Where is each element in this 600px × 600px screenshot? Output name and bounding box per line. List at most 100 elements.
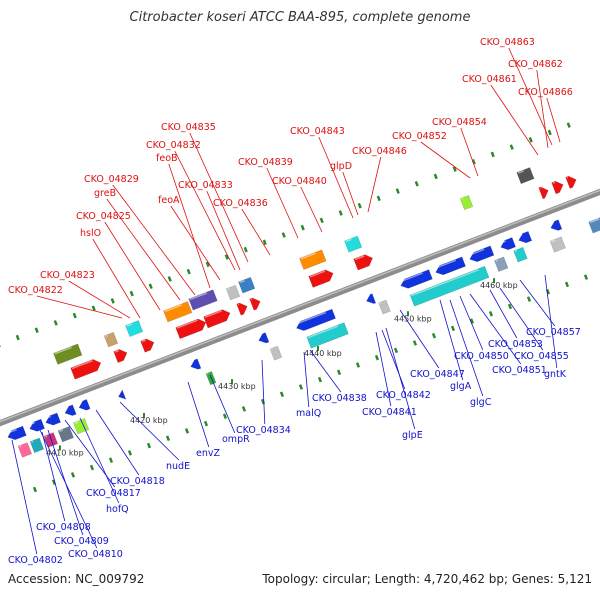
gene-shape (400, 269, 433, 289)
scale-tick (412, 340, 418, 346)
gene-shine (6, 428, 17, 434)
gene-label-CKO_04863: CKO_04863 (480, 37, 535, 48)
reverse-feature (588, 215, 600, 234)
scale-tick (357, 202, 362, 209)
gene-shape (366, 293, 377, 304)
gene-label-CKO_04839: CKO_04839 (238, 157, 293, 168)
leader-line (399, 309, 440, 369)
gene-shape (308, 269, 334, 288)
gene-shape (551, 180, 564, 195)
scale-tick (224, 254, 229, 260)
leader-line (508, 47, 553, 146)
scale-tick (70, 472, 76, 478)
gene-label-CKO_04834: CKO_04834 (236, 425, 291, 436)
gene-label-malQ: malQ (296, 408, 321, 419)
gene-label-CKO_04809: CKO_04809 (54, 536, 109, 547)
forward-feature (163, 301, 193, 323)
gene-shine (551, 239, 556, 243)
reverse-feature (29, 437, 45, 454)
gene-shape (538, 186, 549, 200)
gene-shine (514, 250, 518, 253)
gene-shine (307, 325, 339, 339)
scale-tick (490, 151, 495, 158)
gene-shine (517, 234, 523, 237)
scale-tick (355, 362, 361, 368)
scale-tick (146, 442, 152, 449)
scale-tick (564, 281, 570, 288)
gene-shape (249, 297, 261, 311)
forward-gene (203, 309, 231, 329)
leader-line (266, 167, 299, 239)
gene-shine (31, 440, 34, 443)
gene-shape (518, 230, 533, 244)
gene-shine (227, 288, 230, 291)
forward-feature (299, 249, 327, 270)
scale-tick (243, 246, 248, 253)
scale-tick (336, 369, 342, 376)
scale-tick (374, 354, 380, 361)
scale-tick (376, 195, 381, 202)
gene-label-CKO_04862: CKO_04862 (508, 59, 563, 70)
reverse-gene (257, 332, 270, 344)
gene-shine (59, 429, 64, 432)
scale-tick (528, 137, 533, 143)
gene-shine (19, 445, 22, 448)
scale-tick (393, 347, 399, 354)
gene-shape (29, 437, 45, 454)
scale-tick (186, 268, 191, 275)
gene-shine (78, 402, 81, 405)
reverse-feature (57, 426, 74, 443)
leader-line (41, 431, 66, 522)
reverse-gene (6, 425, 27, 441)
gene-shape (550, 219, 563, 231)
forward-gene (70, 359, 102, 380)
gene-shine (399, 272, 423, 283)
gene-shape (493, 256, 509, 273)
scale-label: 4460 kbp (480, 281, 518, 290)
scale-tick (34, 327, 39, 333)
gene-shine (300, 252, 316, 260)
leader-line (241, 208, 271, 256)
gene-label-gntK: gntK (544, 369, 567, 380)
gene-label-glpD: glpD (330, 161, 352, 172)
leader-line (544, 274, 558, 369)
gene-shine (141, 339, 146, 343)
scale-label: 4430 kbp (218, 382, 256, 391)
reverse-feature (409, 265, 490, 307)
scale-tick (165, 435, 171, 442)
forward-gene (538, 186, 549, 200)
gene-label-CKO_04847: CKO_04847 (410, 369, 465, 380)
gene-label-CKO_04817: CKO_04817 (86, 488, 141, 499)
reverse-feature (269, 345, 283, 361)
gene-shine (28, 421, 36, 426)
leader-line (174, 150, 236, 271)
scale-tick (89, 464, 95, 471)
forward-feature (103, 331, 119, 348)
leader-line (469, 293, 522, 365)
forward-gene (140, 338, 155, 353)
gene-shine (64, 407, 67, 410)
gene-label-CKO_04843: CKO_04843 (290, 126, 345, 137)
gene-shape (203, 309, 231, 329)
leader-line (459, 295, 484, 351)
gene-label-glgC: glgC (470, 397, 492, 408)
gene-shine (499, 240, 507, 244)
gene-shape (238, 276, 256, 294)
gene-shine (189, 292, 208, 301)
leader-line (11, 439, 38, 555)
leader-line (261, 359, 266, 425)
leader-line (106, 198, 181, 301)
gene-shine (345, 238, 352, 243)
scale-tick (110, 298, 115, 304)
gene-shape (175, 318, 207, 340)
forward-gene (175, 318, 207, 340)
gene-label-CKO_04852: CKO_04852 (392, 131, 447, 142)
gene-label-CKO_04866: CKO_04866 (518, 87, 573, 98)
scale-tick (108, 457, 114, 463)
gene-shape (258, 332, 270, 344)
gene-label-hofQ: hofQ (106, 504, 129, 515)
genome-summary: Topology: circular; Length: 4,720,462 bp… (262, 572, 592, 586)
gene-shape (118, 389, 127, 400)
gene-label-CKO_04851: CKO_04851 (492, 365, 547, 376)
